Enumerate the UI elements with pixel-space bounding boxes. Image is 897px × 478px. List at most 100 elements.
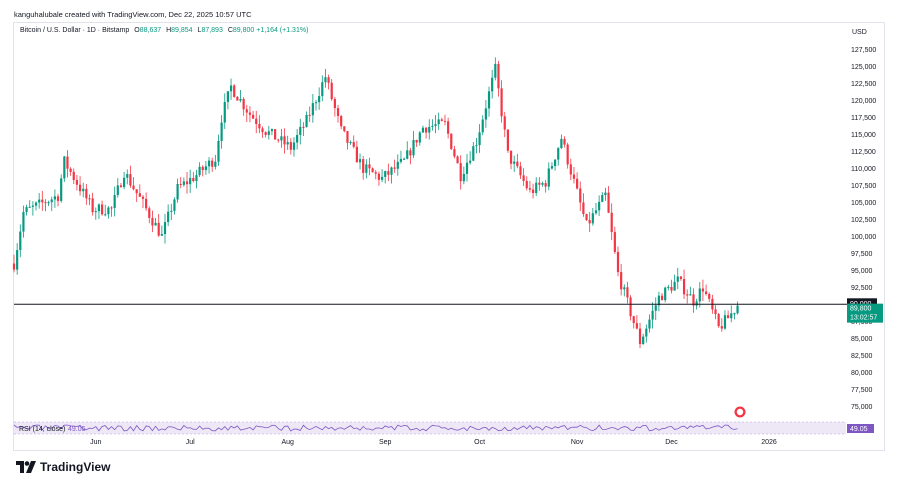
candle-body (406, 150, 409, 159)
candle-body (233, 85, 236, 97)
candle-body (664, 287, 667, 301)
candle-body (277, 139, 280, 141)
candle-body (154, 222, 157, 226)
candle-body (324, 77, 327, 83)
candle-body (302, 126, 305, 128)
candle-body (119, 185, 123, 188)
close-label: C (227, 27, 233, 34)
candle-body (557, 148, 560, 160)
candle-body (160, 234, 163, 236)
rsi-band (14, 422, 846, 434)
x-tick-label: Oct (474, 439, 485, 446)
close-value: 89,800 (232, 27, 255, 34)
candle-body (211, 160, 214, 167)
candle-body (667, 286, 670, 288)
rsi-line (13, 424, 738, 432)
candle-body (223, 102, 226, 123)
candle-body (594, 210, 598, 214)
candle-body (610, 212, 613, 233)
open-value: 88,637 (139, 27, 162, 34)
candle-body (642, 336, 645, 345)
candle-body (75, 180, 79, 185)
candle-body (425, 127, 428, 133)
candle-body (509, 150, 513, 164)
rsi-value: 49.05 (68, 426, 86, 433)
candle-body (19, 231, 22, 251)
symbol-legend: Bitcoin / U.S. Dollar · 1D · Bitstamp O8… (20, 27, 308, 34)
candle-body (660, 295, 664, 301)
candle-body (245, 109, 248, 113)
candle-body (22, 211, 25, 232)
tradingview-logo[interactable]: TradingView (16, 460, 110, 474)
candle-body (129, 174, 132, 186)
candle-body (695, 301, 698, 306)
candle-body (365, 164, 368, 173)
candle-body (453, 149, 456, 157)
candle-body (314, 102, 318, 104)
y-tick-label: 95,000 (851, 268, 873, 275)
candle-body (333, 99, 336, 109)
candle-body (459, 163, 462, 182)
candle-body (462, 173, 465, 182)
candle-body (443, 120, 447, 122)
x-tick-label: Sep (379, 439, 392, 446)
candle-body (648, 319, 651, 329)
candle-body (535, 182, 538, 194)
candle-body (387, 171, 390, 175)
candle-body (374, 172, 377, 174)
candle-body (198, 166, 201, 176)
candle-body (522, 175, 525, 181)
candle-body (686, 294, 689, 296)
low-label: L (197, 27, 202, 34)
y-tick-label: 92,500 (851, 285, 873, 292)
y-tick-label: 122,500 (851, 81, 876, 88)
candle-body (185, 181, 189, 185)
candle-body (601, 195, 604, 202)
candle-body (708, 294, 711, 299)
candle-body (207, 160, 211, 167)
candle-body (563, 138, 566, 145)
candle-body (126, 174, 129, 178)
candle-body (38, 199, 41, 203)
candle-body (544, 183, 547, 187)
candle-body (179, 183, 182, 185)
candle-body (167, 211, 170, 223)
candle-body (736, 305, 739, 314)
candle-body (16, 250, 19, 270)
chart-credit: kanguhalubale created with TradingView.c… (14, 10, 252, 19)
candle-body (346, 131, 349, 143)
rsi-label: RSI (14, close) (19, 426, 65, 433)
candle-body (50, 199, 53, 203)
candle-body (591, 213, 594, 224)
candle-body (380, 176, 384, 180)
x-tick-label: Dec (665, 439, 678, 446)
candle-body (69, 168, 72, 172)
candle-body (82, 188, 85, 192)
candle-body (723, 315, 727, 329)
y-tick-label: 80,000 (851, 370, 873, 377)
y-tick-label: 77,500 (851, 387, 873, 394)
candle-body (66, 156, 69, 169)
candle-body (148, 208, 151, 218)
candle-body (456, 156, 459, 164)
candle-body (63, 156, 66, 179)
candle-body (340, 116, 343, 127)
candle-body (151, 217, 154, 226)
candle-body (321, 82, 324, 97)
candle-body (682, 279, 686, 295)
candle-body (727, 315, 730, 319)
tradingview-wordmark: TradingView (40, 460, 111, 474)
x-tick-label: Aug (281, 439, 294, 446)
candle-body (632, 316, 635, 324)
candle-body (428, 126, 431, 133)
candle-body (491, 77, 494, 92)
candle-body (163, 222, 167, 235)
candle-body (538, 182, 541, 185)
candle-body (645, 328, 648, 337)
low-value: 87,893 (201, 27, 223, 34)
candle-body (525, 180, 528, 189)
candle-body (113, 195, 116, 208)
candle-body (170, 210, 173, 212)
candle-body (566, 144, 569, 165)
